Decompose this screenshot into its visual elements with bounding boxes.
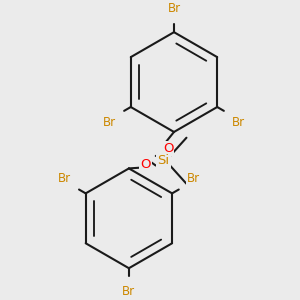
Text: Br: Br	[58, 172, 71, 185]
Text: Br: Br	[103, 116, 116, 129]
Text: Br: Br	[167, 2, 181, 15]
Text: Br: Br	[122, 286, 136, 298]
Text: O: O	[140, 158, 151, 171]
Text: O: O	[163, 142, 173, 155]
Text: Si: Si	[158, 154, 169, 167]
Text: Br: Br	[187, 172, 200, 185]
Text: Br: Br	[232, 116, 245, 129]
